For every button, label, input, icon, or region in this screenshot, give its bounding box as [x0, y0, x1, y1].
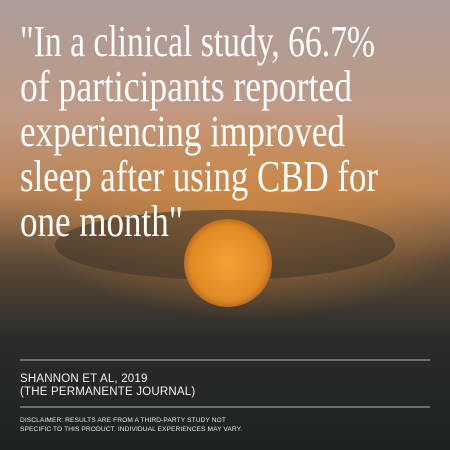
- citation-line: SHANNON ET AL, 2019: [20, 373, 148, 385]
- quote-line: "In a clinical study, 66.7%: [20, 17, 375, 66]
- disclaimer-line: DISCLAIMER: RESULTS ARE FROM A THIRD-PAR…: [20, 417, 226, 424]
- quote-line: sleep after using CBD for: [20, 152, 378, 201]
- citation-line: (THE PERMANENTE JOURNAL): [20, 386, 195, 398]
- bokeh-sun: [184, 219, 272, 307]
- disclaimer-line: SPECIFIC TO THIS PRODUCT. INDIVIDUAL EXP…: [20, 426, 242, 433]
- quote-line: of participants reported: [20, 62, 352, 111]
- disclaimer: DISCLAIMER: RESULTS ARE FROM A THIRD-PAR…: [20, 417, 242, 433]
- citation: SHANNON ET AL, 2019 (THE PERMANENTE JOUR…: [20, 373, 195, 398]
- quote-line: one month": [20, 197, 183, 246]
- quote-line: experiencing improved: [20, 107, 345, 156]
- quote: "In a clinical study, 66.7% of participa…: [20, 17, 378, 246]
